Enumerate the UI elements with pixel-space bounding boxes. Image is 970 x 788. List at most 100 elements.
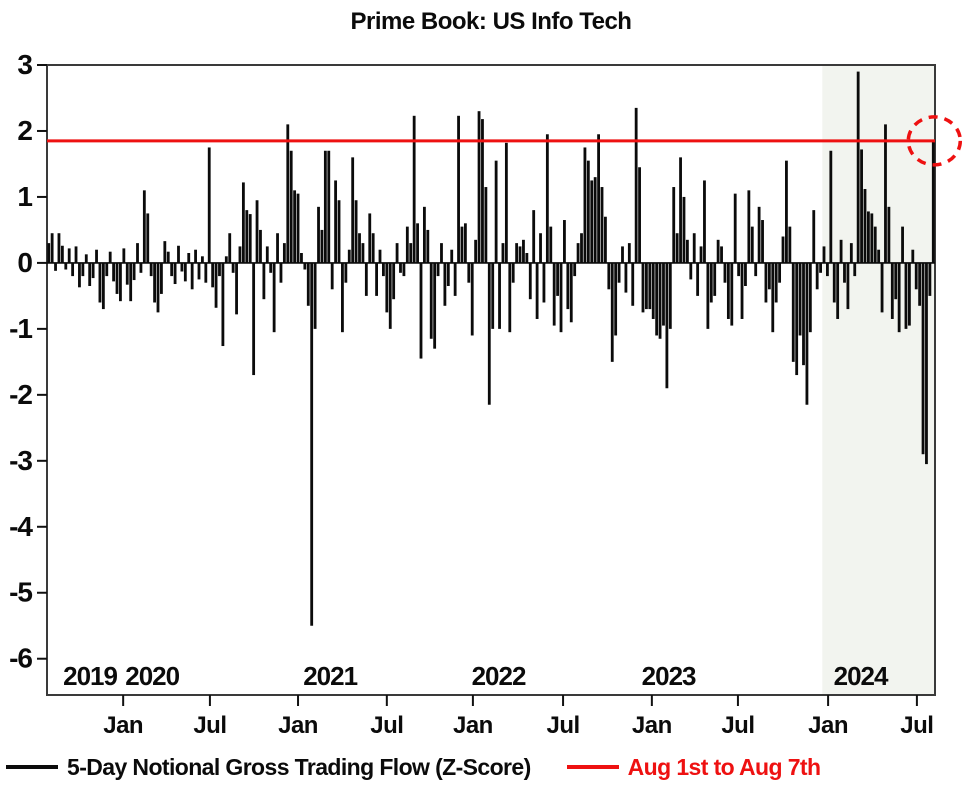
bar — [156, 262, 160, 313]
chart-legend: 5-Day Notional Gross Trading Flow (Z-Sco… — [6, 748, 966, 786]
bar — [914, 262, 918, 290]
bar — [228, 233, 232, 263]
bar — [621, 246, 624, 263]
bar — [720, 246, 723, 263]
bar — [713, 262, 717, 296]
bar — [180, 262, 184, 272]
bar — [265, 246, 269, 263]
bar — [535, 262, 539, 319]
year-label: 2021 — [303, 661, 357, 691]
bar — [163, 241, 167, 263]
bar — [64, 262, 68, 270]
bar — [320, 229, 324, 263]
bar — [757, 206, 761, 263]
bar — [382, 262, 385, 277]
bar — [194, 249, 197, 263]
bar — [627, 243, 631, 263]
bar — [586, 160, 590, 263]
bar — [426, 229, 430, 263]
bar — [214, 262, 218, 308]
bar — [245, 210, 249, 263]
bar — [115, 262, 119, 294]
bar — [802, 262, 805, 366]
bar — [177, 245, 180, 263]
bar — [337, 200, 341, 263]
bar — [289, 150, 293, 263]
bar — [395, 243, 399, 263]
y-tick-label: 0 — [17, 247, 32, 278]
annotation-circle — [906, 115, 963, 167]
bar — [501, 243, 505, 263]
bar — [918, 262, 922, 306]
bar — [911, 249, 915, 263]
bar — [515, 243, 519, 263]
bar — [81, 262, 85, 277]
x-tick-label: Jul — [370, 712, 403, 739]
bar — [484, 187, 488, 263]
bar — [67, 248, 71, 263]
bar — [880, 262, 884, 313]
bar — [235, 262, 238, 315]
bar — [241, 182, 245, 263]
bar — [641, 262, 645, 313]
legend-item-flow: 5-Day Notional Gross Trading Flow (Z-Sco… — [6, 754, 531, 781]
bar — [826, 262, 829, 277]
bar — [733, 193, 737, 263]
bar — [709, 262, 713, 303]
bar — [610, 262, 614, 362]
bar — [593, 177, 597, 263]
bar — [259, 229, 262, 263]
y-tick-label: -4 — [9, 511, 33, 542]
bars-group — [47, 71, 935, 626]
y-tick-label: 2 — [17, 115, 32, 146]
bar — [108, 251, 112, 263]
bar — [443, 262, 447, 306]
bar — [569, 262, 573, 323]
bar — [798, 262, 802, 336]
bar — [303, 262, 307, 270]
bar — [282, 243, 286, 263]
bar — [925, 262, 928, 465]
x-tick-label: Jul — [900, 712, 933, 739]
bar — [306, 262, 310, 306]
bar — [904, 262, 908, 329]
bar — [112, 262, 116, 282]
bar — [173, 262, 177, 285]
bar — [491, 262, 495, 329]
y-tick-label: -1 — [9, 313, 32, 344]
bar — [706, 262, 710, 329]
bar — [231, 262, 235, 273]
bar — [385, 262, 389, 313]
bar — [221, 262, 225, 347]
bar — [105, 262, 109, 277]
bar — [525, 253, 529, 263]
bar — [327, 150, 331, 263]
bar — [832, 262, 836, 303]
bar — [897, 262, 901, 333]
bar — [388, 262, 392, 329]
bar — [655, 262, 659, 336]
bar — [190, 262, 194, 290]
legend-item-aug: Aug 1st to Aug 7th — [531, 754, 821, 781]
bar — [528, 262, 532, 300]
bar — [744, 262, 747, 286]
bar — [617, 262, 621, 283]
bar — [91, 262, 95, 279]
bar — [361, 243, 365, 263]
bar — [416, 223, 419, 263]
y-tick-label: 1 — [17, 181, 32, 212]
bar — [556, 262, 560, 296]
bar — [204, 262, 208, 283]
bar — [310, 262, 314, 626]
bar — [262, 262, 266, 300]
bar — [901, 226, 904, 263]
bar — [402, 262, 406, 277]
bar — [317, 206, 320, 263]
bar — [197, 262, 201, 280]
x-tick-label: Jan — [808, 712, 848, 739]
bar — [248, 214, 252, 263]
bar — [703, 180, 706, 263]
bar — [142, 190, 146, 263]
bar — [399, 262, 402, 273]
